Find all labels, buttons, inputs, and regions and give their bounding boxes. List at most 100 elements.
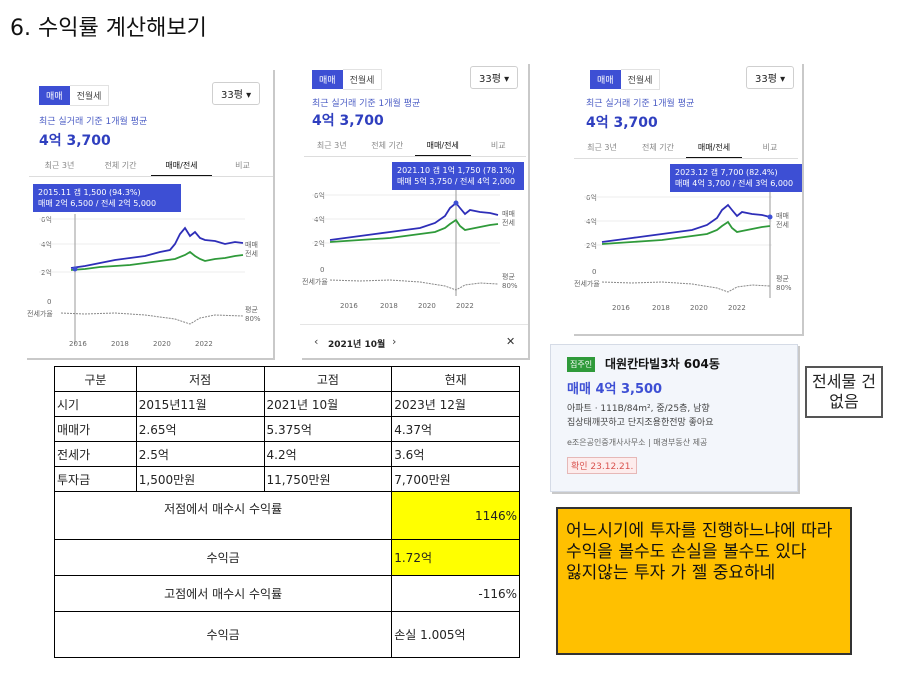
month-navigator: ‹ 2021년 10월 › ✕ [300,324,528,350]
period-tabs: 최근 3년 전체 기간 매매/전세 비교 [574,138,798,159]
table-row: 저점에서 매수시 수익률 1146% [53,491,520,540]
table-row: 수익금 1.72억 [53,539,520,576]
tooltip-prices: 매매 2억 6,500 / 전세 2억 5,000 [38,199,157,208]
high-return-value: -116% [391,575,520,612]
size-value: 33평 [479,74,501,85]
table-cell: 투자금 [54,466,137,492]
table-cell: 2015년11월 [135,391,265,417]
price-subtitle: 최근 실거래 기준 1개월 평균 [39,117,148,127]
y-label: 2억 [41,269,52,277]
price-chart-panel-1: 매매 전월세 33평 ▾ 최근 실거래 기준 1개월 평균 4억 3,700 최근… [25,68,273,358]
avg-value: 80% [776,284,792,292]
table-cell: 7,700만원 [391,466,520,492]
low-return-value: 1146% [391,491,520,540]
tab-compare[interactable]: 비교 [235,161,250,170]
jeonse-line [601,220,771,245]
tab-compare[interactable]: 비교 [490,141,506,150]
legend-jeonse: 전세 [776,220,789,229]
tab-recent-3y[interactable]: 최근 3년 [587,143,617,152]
legend-sale: 매매 [502,210,515,218]
table-cell: 매매가 [54,416,137,442]
page-title: 6. 수익률 계산해보기 [10,16,207,41]
price-trend-chart[interactable]: 6억 4억 2억 0 매매 전세 전세가율 평균 80% 2016 2018 2… [25,214,273,358]
avg-label: 평균 [502,272,515,281]
chevron-left-icon[interactable]: ‹ [314,335,319,348]
table-header: 고점 [263,366,393,392]
x-label: 2018 [111,340,129,348]
y-label: 6억 [314,192,325,200]
tab-recent-3y[interactable]: 최근 3년 [44,161,75,170]
price-subtitle: 최근 실거래 기준 1개월 평균 [586,99,695,109]
avg-value: 80% [245,315,261,323]
investment-memo: 어느시기에 투자를 진행하느냐에 따라 수익을 볼수도 손실을 볼수도 있다 잃… [556,507,852,655]
listing-card[interactable]: 집주인 대원칸타빌3차 604동 매매 4억 3,500 아파트 · 111B/… [550,344,798,492]
tab-all-period[interactable]: 전체 기간 [104,161,137,170]
tab-sale-jeonse[interactable]: 매매/전세 [686,138,742,158]
y-label: 4억 [586,218,597,226]
tab-sale-jeonse[interactable]: 매매/전세 [151,156,212,176]
tab-sale-jeonse[interactable]: 매매/전세 [415,136,471,156]
selected-point [72,266,78,272]
table-row: 투자금 1,500만원 11,750만원 7,700만원 [54,466,520,492]
tab-sale[interactable]: 매매 [312,70,343,89]
table-cell: 4.2억 [263,441,393,467]
selected-point [767,214,773,220]
y-label: 0 [320,266,324,274]
price-trend-chart[interactable]: 6억 4억 2억 0 매매 전세 전세가율 평균 80% 2016 2018 2… [572,192,802,316]
jeonse-line [329,218,499,243]
selected-point [453,200,459,206]
price-chart-panel-3: 매매 전월세 33평 ▾ 최근 실거래 기준 1개월 평균 4억 3,700 최근… [572,62,802,334]
size-dropdown[interactable]: 33평 ▾ [212,82,261,105]
caret-down-icon: ▾ [780,74,786,85]
x-label: 2020 [418,302,436,310]
owner-badge: 집주인 [567,357,596,372]
price-chart-panel-2: 매매 전월세 33평 ▾ 최근 실거래 기준 1개월 평균 4억 3,700 최근… [300,62,528,358]
tab-rent[interactable]: 전월세 [69,85,110,106]
tooltip-gap: 2023.12 갭 7,700 (82.4%) [675,168,778,177]
chevron-right-icon[interactable]: › [392,335,397,348]
listing-detail: 아파트 · 111B/84m², 중/25층, 남향 [567,404,710,414]
tab-rent[interactable]: 전월세 [620,69,661,90]
x-label: 2022 [456,302,474,310]
size-dropdown[interactable]: 33평 ▾ [746,66,795,89]
table-header: 현재 [391,366,520,392]
listing-desc: 집상태깨끗하고 단지조용한전망 좋아요 [567,418,714,428]
low-profit-value: 1.72억 [391,539,520,576]
ratio-line [60,312,244,325]
tab-all-period[interactable]: 전체 기간 [642,143,674,152]
tab-sale[interactable]: 매매 [590,70,621,89]
price-subtitle: 최근 실거래 기준 1개월 평균 [312,99,421,109]
legend-sale: 매매 [245,241,258,249]
table-row: 전세가 2.5억 4.2억 3.6억 [54,441,520,467]
x-label: 2016 [69,340,87,348]
avg-label: 평균 [245,305,258,314]
tab-all-period[interactable]: 전체 기간 [371,141,404,150]
high-profit-value: 손실 1.005억 [391,611,520,658]
table-header: 저점 [135,366,265,392]
table-cell: 5.375억 [263,416,393,442]
tooltip-gap: 2015.11 갭 1,500 (94.3%) [38,188,141,197]
close-icon[interactable]: ✕ [506,335,516,348]
tooltip-prices: 매매 5억 3,750 / 전세 4억 2,000 [397,177,516,186]
tab-rent[interactable]: 전월세 [342,69,383,90]
legend-jeonse: 전세 [245,249,258,258]
month-label: 2021년 10월 [328,340,386,350]
chart-tooltip: 2015.11 갭 1,500 (94.3%) 매매 2억 6,500 / 전세… [33,184,181,212]
size-value: 33평 [221,90,243,101]
size-dropdown[interactable]: 33평 ▾ [470,66,519,89]
deal-type-tabs: 매매 전월세 [590,68,661,90]
y-label: 2억 [586,242,597,250]
low-profit-label: 수익금 [53,539,393,576]
tab-recent-3y[interactable]: 최근 3년 [316,141,347,150]
y-label: 6억 [41,216,52,224]
tab-sale[interactable]: 매매 [39,86,70,105]
y-label: 0 [47,298,51,306]
listing-agent: e조은공인중개사사무소 | 매경부동산 제공 [567,438,708,447]
ratio-line [329,279,499,291]
price-trend-chart[interactable]: 6억 4억 2억 0 매매 전세 전세가율 평균 80% 2016 2018 2… [300,190,528,314]
ratio-axis-label: 전세가율 [27,309,53,318]
caret-down-icon: ▾ [504,74,510,85]
table-row: 매매가 2.65억 5.375억 4.37억 [54,416,520,442]
tab-compare[interactable]: 비교 [762,143,778,152]
table-cell: 4.37억 [391,416,520,442]
